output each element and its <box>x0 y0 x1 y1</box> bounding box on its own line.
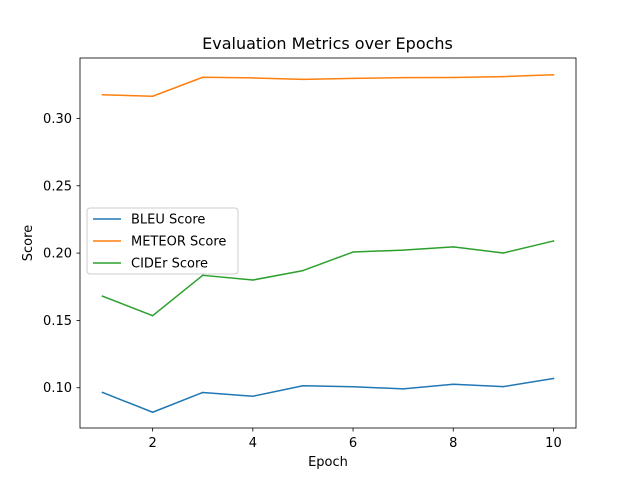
series-layer <box>101 74 555 413</box>
y-axis-ticks: 0.10 0.15 0.20 0.25 0.30 <box>43 112 80 396</box>
data-point-cider-score <box>452 246 454 248</box>
data-point-cider-score <box>202 274 204 277</box>
y-tick-label: 0.25 <box>43 179 72 194</box>
data-point-meteor-score <box>502 75 505 78</box>
data-point-meteor-score <box>552 74 555 76</box>
legend: BLEU Score METEOR Score CIDEr Score <box>86 207 239 275</box>
legend-label-meteor-score: METEOR Score <box>131 235 226 250</box>
legend-label-bleu-score: BLEU Score <box>131 213 205 228</box>
legend-label-cider-score: CIDEr Score <box>131 257 208 272</box>
y-axis-label: Score <box>21 225 36 261</box>
data-point-bleu-score <box>302 384 304 387</box>
series-line-bleu-score <box>101 377 555 413</box>
data-point-meteor-score <box>101 94 104 96</box>
x-tick-label: 8 <box>449 436 457 451</box>
x-tick-label: 2 <box>149 436 157 451</box>
legend-box <box>86 207 239 275</box>
legend-items: BLEU Score METEOR Score CIDEr Score <box>93 213 226 272</box>
x-tick-label: 4 <box>249 436 257 451</box>
series-line-cider-score <box>101 240 555 317</box>
data-point-cider-score <box>101 295 104 297</box>
data-point-cider-score <box>402 249 404 251</box>
data-point-bleu-score <box>202 391 204 394</box>
series-line-meteor-score <box>101 74 555 97</box>
data-point-meteor-score <box>151 95 154 97</box>
data-point-cider-score <box>302 269 304 272</box>
data-point-meteor-score <box>302 78 304 81</box>
x-axis-ticks: 2 4 6 8 10 <box>149 428 562 451</box>
data-point-bleu-score <box>101 391 104 394</box>
data-point-meteor-score <box>452 76 454 79</box>
y-tick-label: 0.20 <box>43 247 72 262</box>
y-tick-label: 0.10 <box>43 381 72 396</box>
data-point-cider-score <box>252 279 254 281</box>
data-point-bleu-score <box>452 383 454 385</box>
data-point-cider-score <box>502 252 505 254</box>
data-point-meteor-score <box>202 76 204 78</box>
plot-frame <box>79 57 577 429</box>
chart-title: Evaluation Metrics over Epochs <box>202 34 453 53</box>
data-point-meteor-score <box>402 76 404 79</box>
data-point-meteor-score <box>252 77 254 79</box>
y-tick-label: 0.30 <box>43 112 72 127</box>
data-point-bleu-score <box>402 388 404 390</box>
data-point-bleu-score <box>502 385 505 388</box>
data-point-bleu-score <box>252 395 254 397</box>
data-point-cider-score <box>352 251 354 253</box>
data-point-bleu-score <box>151 411 154 413</box>
x-tick-label: 10 <box>545 436 562 451</box>
x-axis-label: Epoch <box>308 455 348 470</box>
y-tick-label: 0.15 <box>43 314 72 329</box>
data-point-cider-score <box>552 240 555 242</box>
data-point-meteor-score <box>352 77 354 80</box>
data-point-cider-score <box>151 314 154 317</box>
x-tick-label: 6 <box>349 436 357 451</box>
data-point-bleu-score <box>352 386 354 388</box>
data-point-bleu-score <box>552 377 555 380</box>
